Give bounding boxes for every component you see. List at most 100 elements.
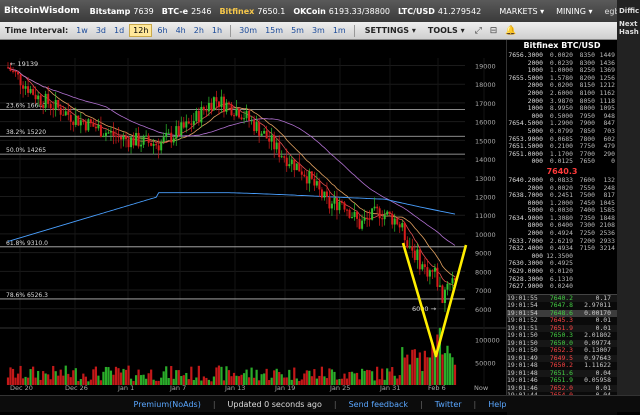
candle-body bbox=[356, 211, 359, 219]
trade-cell: 0.09774 bbox=[584, 338, 611, 347]
volume-bar bbox=[303, 373, 306, 385]
volume-bar bbox=[14, 377, 17, 385]
volume-bar bbox=[386, 368, 389, 385]
ask-list: 7656.3000 0.0020 8350 1449 2000 0.0239 8300 143… bbox=[507, 51, 617, 166]
volume-bar bbox=[212, 376, 216, 385]
orderbook-row: 000 0.5000 7950 948 bbox=[507, 112, 617, 121]
volume-bar bbox=[152, 379, 155, 385]
volume-bar bbox=[363, 370, 366, 385]
trade-cell: 2.01802 bbox=[584, 331, 611, 340]
market-price: 7639 bbox=[133, 6, 154, 16]
orderbook-row: 7629.0000 0.0120 bbox=[507, 267, 617, 276]
feedback-link[interactable]: Send feedback bbox=[348, 399, 409, 409]
market-name: LTC/USD bbox=[398, 6, 435, 16]
orderbook-cell: 5000 bbox=[527, 206, 543, 215]
orderbook-cell: 1.0000 bbox=[549, 66, 573, 75]
market-ltcusd[interactable]: LTC/USD 41.279542 bbox=[394, 7, 485, 16]
orderbook-cell: 248 bbox=[603, 183, 615, 192]
volume-bar bbox=[74, 368, 77, 385]
candle-body bbox=[222, 96, 225, 112]
interval-1d[interactable]: 1d bbox=[113, 26, 125, 35]
interval-1m[interactable]: 1m bbox=[332, 26, 346, 35]
help-link[interactable]: Help bbox=[488, 399, 507, 409]
candle-body bbox=[293, 159, 296, 171]
volume-bar bbox=[210, 381, 213, 385]
orderbook-cell bbox=[595, 260, 615, 268]
interval-1w[interactable]: 1w bbox=[76, 26, 88, 35]
candle-body bbox=[72, 121, 75, 125]
market-okcoin[interactable]: OKCoin 6193.33/38800 bbox=[289, 7, 394, 16]
premium-link[interactable]: Premium(NoAds) bbox=[133, 399, 201, 409]
candle-body bbox=[165, 132, 168, 138]
orderbook-cell: 0.0020 bbox=[549, 183, 573, 192]
settings-menu[interactable]: SETTINGS ▾ bbox=[364, 26, 416, 35]
interval-4h[interactable]: 4h bbox=[175, 26, 186, 35]
orderbook-row: 7632.4000 0.4934 7150 3214 bbox=[507, 245, 617, 253]
interval-30m[interactable]: 30m bbox=[239, 26, 258, 35]
ma-line-long bbox=[7, 192, 456, 242]
brand-logo[interactable]: BitcoinWisdom bbox=[4, 6, 80, 16]
market-price: 6193.33/38800 bbox=[328, 6, 390, 16]
candle-body bbox=[263, 130, 266, 134]
trade-cell: 19:01:51 bbox=[507, 323, 538, 332]
candle-body bbox=[117, 136, 120, 138]
volume-bar bbox=[129, 378, 133, 385]
orderbook-cell: 8200 bbox=[579, 73, 595, 82]
volume-bar bbox=[99, 380, 103, 385]
volume-bar bbox=[117, 368, 120, 385]
market-bitfinex[interactable]: Bitfinex 7650.1 bbox=[215, 7, 289, 16]
orderbook-cell: 2000 bbox=[527, 183, 543, 192]
market-btce[interactable]: BTC-e 2546 bbox=[158, 7, 216, 16]
mining-menu[interactable]: MINING ▾ bbox=[556, 6, 593, 16]
fullscreen-icon[interactable]: ⤢ bbox=[474, 25, 482, 36]
orderbook-cell: 7654.5000 bbox=[508, 119, 543, 128]
trade-cell: 0.97643 bbox=[584, 353, 611, 362]
orderbook-cell: 7600 bbox=[579, 175, 595, 184]
collapse-icon[interactable]: ⊟ bbox=[489, 25, 498, 36]
tools-menu[interactable]: TOOLS ▾ bbox=[427, 26, 465, 35]
candle-body bbox=[167, 132, 170, 134]
volume-bar bbox=[260, 374, 263, 385]
trade-row: 19:01:46 7652.0 0.01 bbox=[507, 384, 617, 393]
trade-cell: 1.11622 bbox=[584, 361, 611, 370]
candlestick-chart[interactable]: 23.6% 16640 38.2% 15220 50.0% 14265 61.8% 9… bbox=[0, 40, 506, 395]
candle-body bbox=[270, 135, 273, 142]
y-tick-label: 16000 bbox=[475, 119, 496, 127]
candle-body bbox=[137, 132, 140, 147]
candle-body bbox=[225, 102, 228, 112]
twitter-link[interactable]: Twitter bbox=[434, 399, 462, 409]
volume-bar bbox=[315, 378, 318, 385]
price-chart[interactable]: 23.6% 16640 38.2% 15220 50.0% 14265 61.8% 9… bbox=[0, 40, 506, 395]
volume-bar bbox=[16, 373, 20, 385]
interval-15m[interactable]: 15m bbox=[265, 26, 284, 35]
candle-body bbox=[411, 246, 414, 251]
volume-bar bbox=[64, 365, 67, 385]
orderbook-cell: 0.0030 bbox=[549, 206, 573, 215]
volume-bar bbox=[185, 372, 188, 385]
candle-body bbox=[346, 209, 349, 211]
volume-bar bbox=[172, 378, 175, 385]
volume-bar bbox=[398, 375, 401, 385]
interval-6h[interactable]: 6h bbox=[157, 26, 168, 35]
interval-1h[interactable]: 1h bbox=[211, 26, 223, 35]
trade-row: 19:01:48 7651.6 0.04 bbox=[507, 369, 617, 378]
volume-bar bbox=[37, 370, 40, 385]
volume-bar bbox=[202, 376, 205, 385]
candle-body bbox=[207, 102, 210, 112]
interval-5m[interactable]: 5m bbox=[291, 26, 304, 35]
interval-3d[interactable]: 3d bbox=[95, 26, 106, 35]
trade-cell: 19:01:50 bbox=[507, 338, 538, 347]
orderbook-cell bbox=[573, 253, 595, 261]
alarm-icon[interactable]: 🔔 bbox=[505, 25, 517, 36]
markets-menu[interactable]: MARKETS ▾ bbox=[499, 6, 545, 16]
market-bitstamp[interactable]: Bitstamp 7639 bbox=[86, 7, 158, 16]
candle-body bbox=[441, 285, 444, 303]
candle-body bbox=[245, 110, 248, 119]
volume-bar bbox=[318, 375, 321, 385]
interval-12h[interactable]: 12h bbox=[129, 24, 153, 37]
candle-body bbox=[29, 89, 32, 93]
volume-bar bbox=[160, 377, 163, 385]
interval-3m[interactable]: 3m bbox=[311, 26, 325, 35]
volume-bar bbox=[134, 375, 138, 385]
interval-2h[interactable]: 2h bbox=[193, 26, 204, 35]
